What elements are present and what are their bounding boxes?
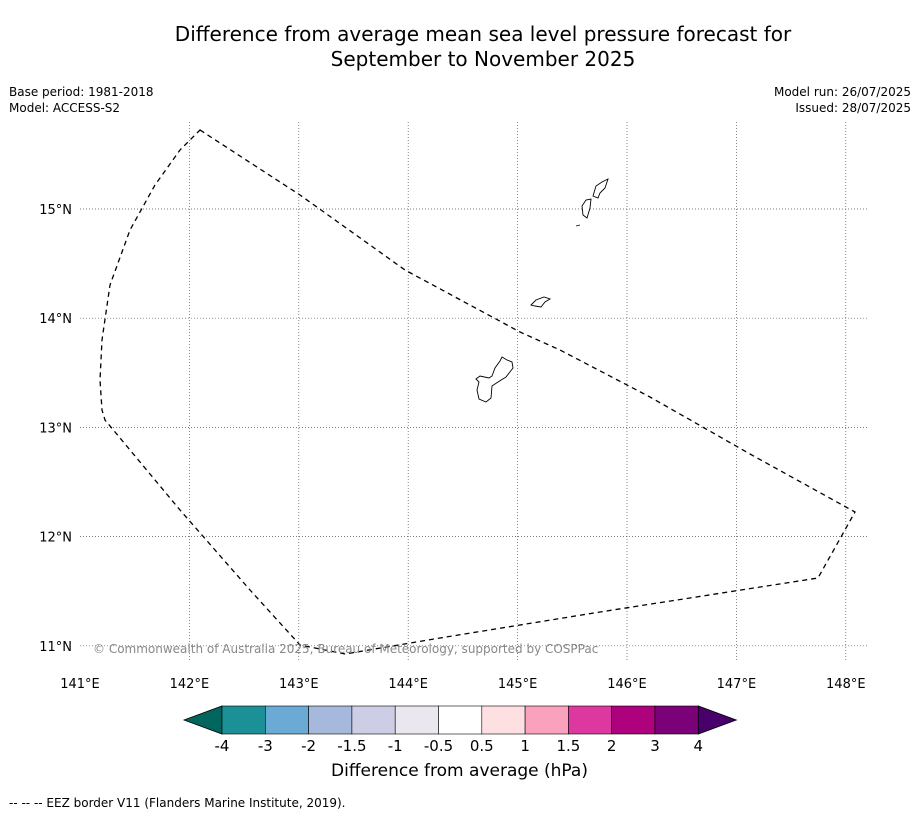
colorbar: [182, 705, 738, 735]
colorbar-tick-labels: -4 -3 -2 -1.5 -1 -0.5 0.5 1 1.5 2 3 4: [215, 737, 704, 755]
colorbar-segment: [308, 705, 353, 735]
meta-left: Base period: 1981-2018 Model: ACCESS-S2: [9, 84, 154, 116]
colorbar-segment: [611, 705, 656, 735]
longitude-tick-label: 147°E: [717, 677, 757, 692]
colorbar-extend-high: [697, 705, 738, 735]
copyright-notice: © Commonwealth of Australia 2025, Bureau…: [93, 642, 598, 656]
latitude-tick-label: 11°N: [39, 640, 72, 655]
colorbar-tick-label: 0.5: [470, 737, 494, 755]
colorbar-segment: [264, 705, 309, 735]
model-label: Model: ACCESS-S2: [9, 101, 121, 115]
colorbar-tick-label: 3: [650, 737, 660, 755]
colorbar-tick-label: 4: [694, 737, 704, 755]
title-line-2: September to November 2025: [330, 47, 636, 71]
latitude-tick-label: 12°N: [39, 531, 72, 546]
colorbar-segment: [221, 705, 266, 735]
colorbar-segment: [481, 705, 526, 735]
tinian-island: [581, 198, 592, 219]
aguijan-island: [575, 224, 581, 227]
colorbar-segment: [351, 705, 396, 735]
latitude-tick-label: 13°N: [39, 421, 72, 436]
colorbar-segment: [524, 705, 569, 735]
longitude-tick-label: 142°E: [170, 677, 210, 692]
colorbar-tick-label: -2: [301, 737, 316, 755]
colorbar-tick-label: -3: [258, 737, 273, 755]
colorbar-tick-label: -0.5: [424, 737, 453, 755]
chart-title: Difference from average mean sea level p…: [0, 22, 919, 72]
colorbar-tick-label: 2: [607, 737, 617, 755]
landmasses: [475, 178, 609, 403]
longitude-tick-label: 146°E: [607, 677, 647, 692]
colorbar-tick-label: 1.5: [556, 737, 580, 755]
colorbar-segment: [394, 705, 439, 735]
base-period-label: Base period: 1981-2018: [9, 85, 154, 99]
longitude-tick-label: 145°E: [498, 677, 538, 692]
colorbar-title: Difference from average (hPa): [331, 761, 588, 781]
meta-right: Model run: 26/07/2025 Issued: 28/07/2025: [774, 84, 911, 116]
eez-legend-note: -- -- -- EEZ border V11 (Flanders Marine…: [9, 796, 346, 810]
colorbar-tick-label: -1: [388, 737, 403, 755]
title-line-1: Difference from average mean sea level p…: [174, 22, 792, 46]
longitude-tick-label: 148°E: [826, 677, 866, 692]
graticule: [80, 122, 868, 660]
colorbar-extend-low: [182, 705, 223, 735]
colorbar-segment: [568, 705, 613, 735]
longitude-tick-label: 144°E: [388, 677, 428, 692]
colorbar-segment: [654, 705, 699, 735]
longitude-tick-label: 141°E: [60, 677, 100, 692]
rota-island: [530, 296, 552, 308]
guam-island: [475, 356, 514, 403]
colorbar-tick-label: -1.5: [337, 737, 366, 755]
longitude-tick-labels: 141°E 142°E 143°E 144°E 145°E 146°E 147°E 148°E: [60, 677, 865, 692]
model-run-label: Model run: 26/07/2025: [773, 85, 911, 99]
colorbar-segment: [438, 705, 483, 735]
saipan-island: [592, 178, 609, 199]
latitude-tick-label: 15°N: [39, 203, 72, 218]
longitude-tick-label: 143°E: [279, 677, 319, 692]
latitude-tick-labels: 15°N 14°N 13°N 12°N 11°N: [39, 203, 72, 655]
issued-label: Issued: 28/07/2025: [795, 101, 911, 115]
latitude-tick-label: 14°N: [39, 312, 72, 327]
colorbar-tick-label: 1: [520, 737, 530, 755]
eez-border: [99, 129, 856, 655]
colorbar-tick-label: -4: [215, 737, 230, 755]
